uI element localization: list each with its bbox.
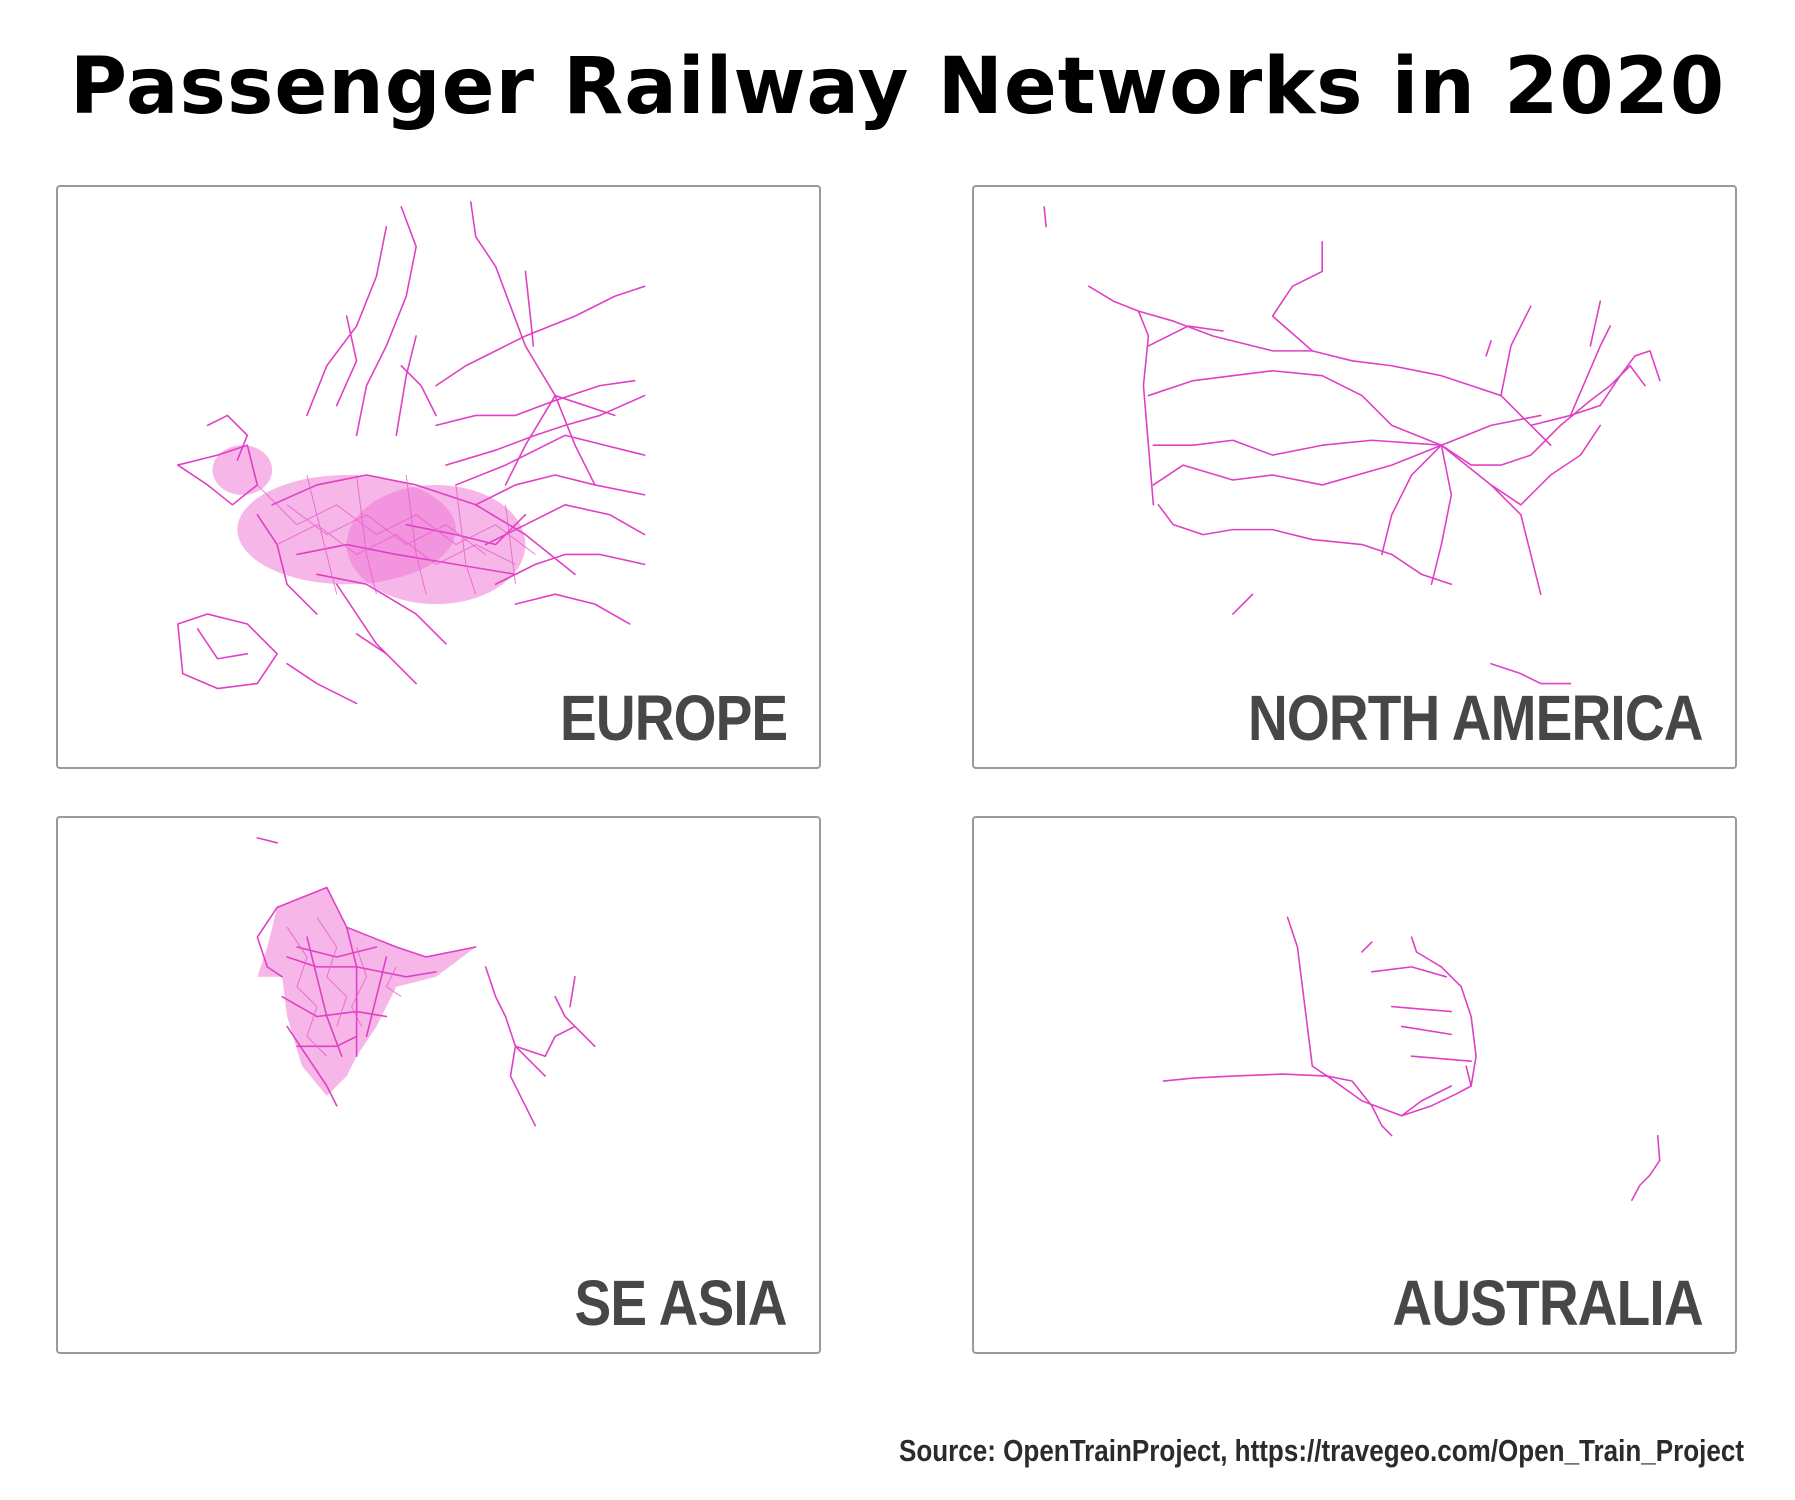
north-america-rail-lines [1043,206,1661,685]
australia-rail-map [1162,916,1661,1201]
australia-label: AUSTRALIA [1392,1267,1704,1339]
australia-rail-lines [1162,916,1661,1201]
europe-map-panel: EUROPE [56,185,821,769]
australia-map-panel: AUSTRALIA [972,816,1737,1354]
india-rail-lines [256,837,596,1127]
page-title: Passenger Railway Networks in 2020 [69,42,1726,132]
india-rail-mesh [286,916,402,1057]
north-america-rail-map [1043,206,1661,685]
se-asia-map-panel: SE ASIA [56,816,821,1354]
india-dense-network [257,887,476,1096]
se-asia-rail-map [256,837,596,1127]
europe-dense-network [212,445,526,605]
europe-label: EUROPE [559,682,788,754]
source-credit: Source: OpenTrainProject, https://traveg… [898,1433,1744,1468]
europe-rail-mesh [256,474,536,595]
europe-rail-lines [177,201,646,705]
north-america-map-panel: NORTH AMERICA [972,185,1737,769]
se-asia-label: SE ASIA [574,1267,788,1339]
north-america-label: NORTH AMERICA [1248,682,1703,754]
europe-rail-map [177,201,646,705]
